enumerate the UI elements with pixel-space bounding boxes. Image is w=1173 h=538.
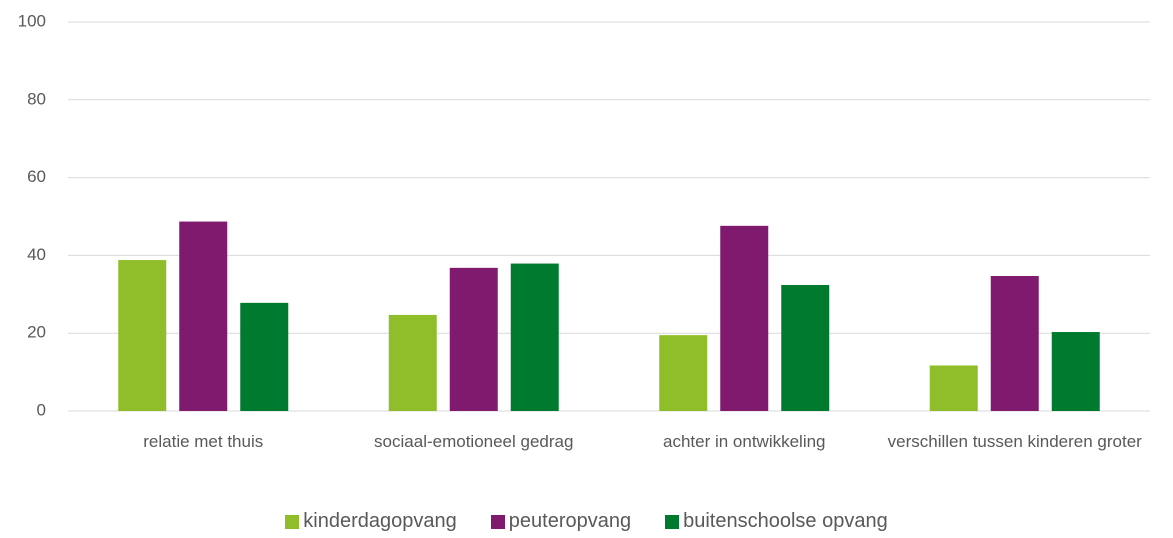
bar bbox=[929, 365, 978, 411]
y-tick-label: 80 bbox=[27, 89, 46, 108]
bar bbox=[1051, 332, 1100, 411]
legend-swatch bbox=[665, 514, 680, 529]
bar bbox=[449, 267, 498, 411]
x-tick-label: relatie met thuis bbox=[143, 432, 264, 451]
legend-item: kinderdagopvang bbox=[285, 510, 457, 533]
legend-swatch bbox=[285, 514, 300, 529]
bar bbox=[659, 335, 708, 411]
bar bbox=[388, 314, 437, 411]
legend-item: buitenschoolse opvang bbox=[665, 510, 888, 533]
x-tick-label: verschillen tussen kinderen groter bbox=[887, 432, 1142, 451]
bar bbox=[240, 302, 289, 411]
legend-swatch bbox=[490, 514, 505, 529]
legend-label: buitenschoolse opvang bbox=[683, 510, 888, 532]
bar bbox=[781, 284, 830, 411]
bar bbox=[720, 225, 769, 411]
bar bbox=[179, 221, 228, 411]
x-tick-label: sociaal-emotioneel gedrag bbox=[374, 432, 574, 451]
y-tick-label: 40 bbox=[27, 245, 46, 264]
y-tick-label: 0 bbox=[37, 400, 46, 419]
legend: kinderdagopvang peuteropvang buitenschools… bbox=[0, 510, 1173, 533]
bar bbox=[510, 263, 559, 411]
y-tick-label: 100 bbox=[18, 11, 46, 30]
y-tick-label: 20 bbox=[27, 323, 46, 342]
legend-label: peuteropvang bbox=[508, 510, 632, 532]
bar bbox=[990, 276, 1039, 411]
x-tick-label: achter in ontwikkeling bbox=[662, 432, 826, 451]
y-tick-label: 60 bbox=[27, 167, 46, 186]
legend-label: kinderdagopvang bbox=[303, 510, 457, 532]
legend-item: peuteropvang bbox=[490, 510, 632, 533]
bar bbox=[118, 260, 167, 411]
